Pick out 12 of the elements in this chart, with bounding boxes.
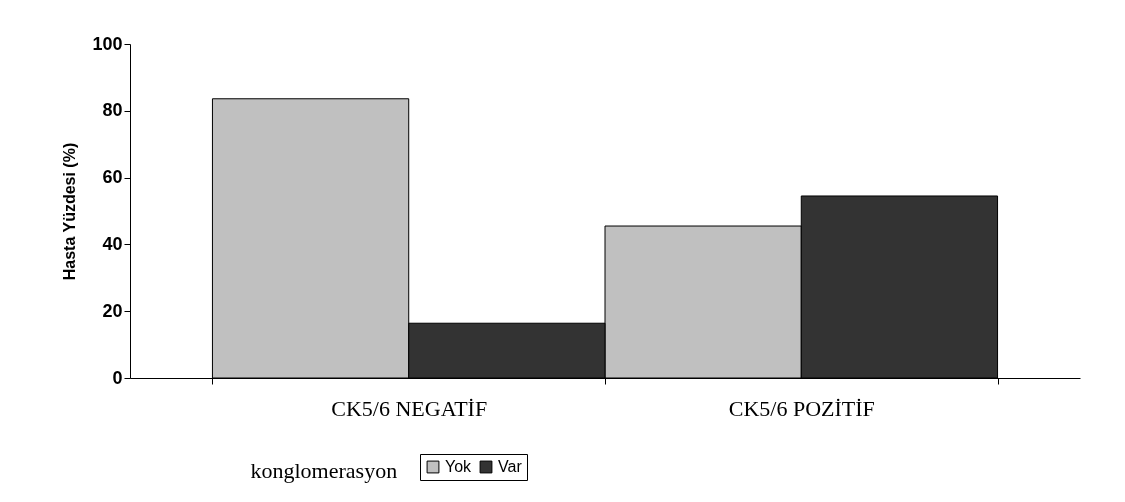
y-tick-label: 20 [102,300,123,321]
y-tick-label: 100 [92,33,123,54]
x-axis-title: konglomerasyon [250,457,398,483]
y-tick-label: 60 [102,167,123,188]
y-tick-label: 80 [102,100,123,121]
x-tick-label: CK5/6 NEGATİF [331,395,488,421]
y-axis-title: Hasta Yüzdesi (%) [61,142,79,281]
y-tick-label: 40 [102,233,123,254]
y-tick-label: 0 [112,367,123,388]
legend-label: Yok [445,458,473,475]
legend-label: Var [498,458,523,475]
x-tick-label: CK5/6 POZİTİF [728,395,875,421]
